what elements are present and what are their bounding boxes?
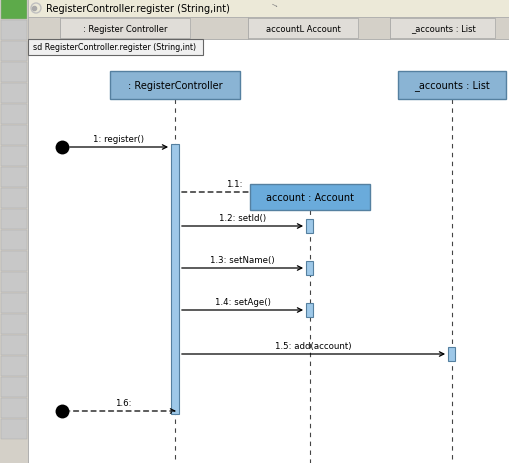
Bar — [1, 314, 27, 334]
FancyArrowPatch shape — [272, 5, 276, 7]
Bar — [28, 0, 509, 18]
Bar — [447, 347, 454, 361]
Text: 1.5: add(account): 1.5: add(account) — [275, 341, 351, 350]
Text: _accounts : List: _accounts : List — [410, 25, 474, 33]
Text: account : Account: account : Account — [266, 193, 353, 202]
Bar — [397, 72, 505, 100]
Bar — [1, 356, 27, 376]
Bar — [1, 398, 27, 418]
Bar — [171, 144, 179, 414]
Bar — [28, 18, 509, 40]
Text: 1.3: setName(): 1.3: setName() — [210, 256, 274, 264]
Text: : RegisterController: : RegisterController — [127, 81, 222, 91]
Text: accountL Account: accountL Account — [265, 25, 340, 33]
Bar — [0, 0, 28, 463]
Bar — [247, 19, 357, 39]
Bar — [1, 294, 27, 313]
Bar — [28, 40, 203, 56]
Bar — [305, 303, 313, 317]
Bar — [1, 126, 27, 146]
Text: 1.4: setAge(): 1.4: setAge() — [214, 297, 270, 307]
Bar — [389, 19, 494, 39]
Text: 1: register(): 1: register() — [93, 135, 144, 144]
Bar — [1, 419, 27, 439]
Text: RegisterController.register (String,int): RegisterController.register (String,int) — [46, 4, 230, 14]
Bar — [1, 63, 27, 83]
Bar — [1, 168, 27, 188]
Bar — [249, 185, 369, 211]
Bar — [1, 231, 27, 250]
Bar — [1, 105, 27, 125]
Bar — [1, 42, 27, 62]
Text: 1.2: setId(): 1.2: setId() — [218, 213, 266, 223]
Text: : Register Controller: : Register Controller — [82, 25, 167, 33]
Text: 1.1:: 1.1: — [226, 180, 242, 188]
Bar — [1, 0, 27, 20]
Bar — [1, 335, 27, 355]
Bar — [60, 19, 190, 39]
Text: sd RegisterController.register (String,int): sd RegisterController.register (String,i… — [33, 44, 196, 52]
Bar — [1, 21, 27, 41]
Bar — [1, 147, 27, 167]
Bar — [1, 272, 27, 292]
Bar — [1, 210, 27, 230]
Text: 1.6:: 1.6: — [115, 398, 131, 407]
Bar — [1, 84, 27, 104]
Bar — [305, 262, 313, 275]
Bar — [110, 72, 240, 100]
Bar — [1, 251, 27, 271]
Bar — [1, 377, 27, 397]
Text: _accounts : List: _accounts : List — [413, 81, 489, 91]
Bar — [1, 188, 27, 208]
Bar — [305, 219, 313, 233]
